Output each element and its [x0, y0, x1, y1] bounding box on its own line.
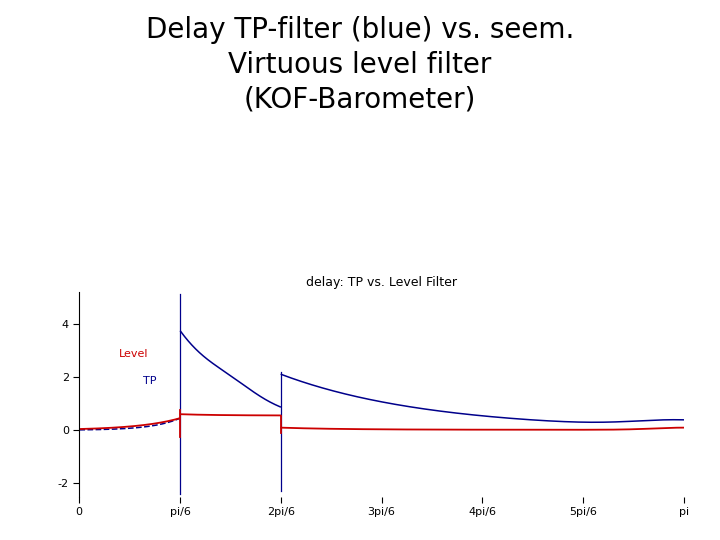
- Text: Level: Level: [119, 349, 148, 359]
- Text: TP: TP: [143, 376, 156, 386]
- Title: delay: TP vs. Level Filter: delay: TP vs. Level Filter: [306, 276, 457, 289]
- Text: Delay TP-filter (blue) vs. seem.
Virtuous level filter
(KOF-Barometer): Delay TP-filter (blue) vs. seem. Virtuou…: [146, 16, 574, 113]
